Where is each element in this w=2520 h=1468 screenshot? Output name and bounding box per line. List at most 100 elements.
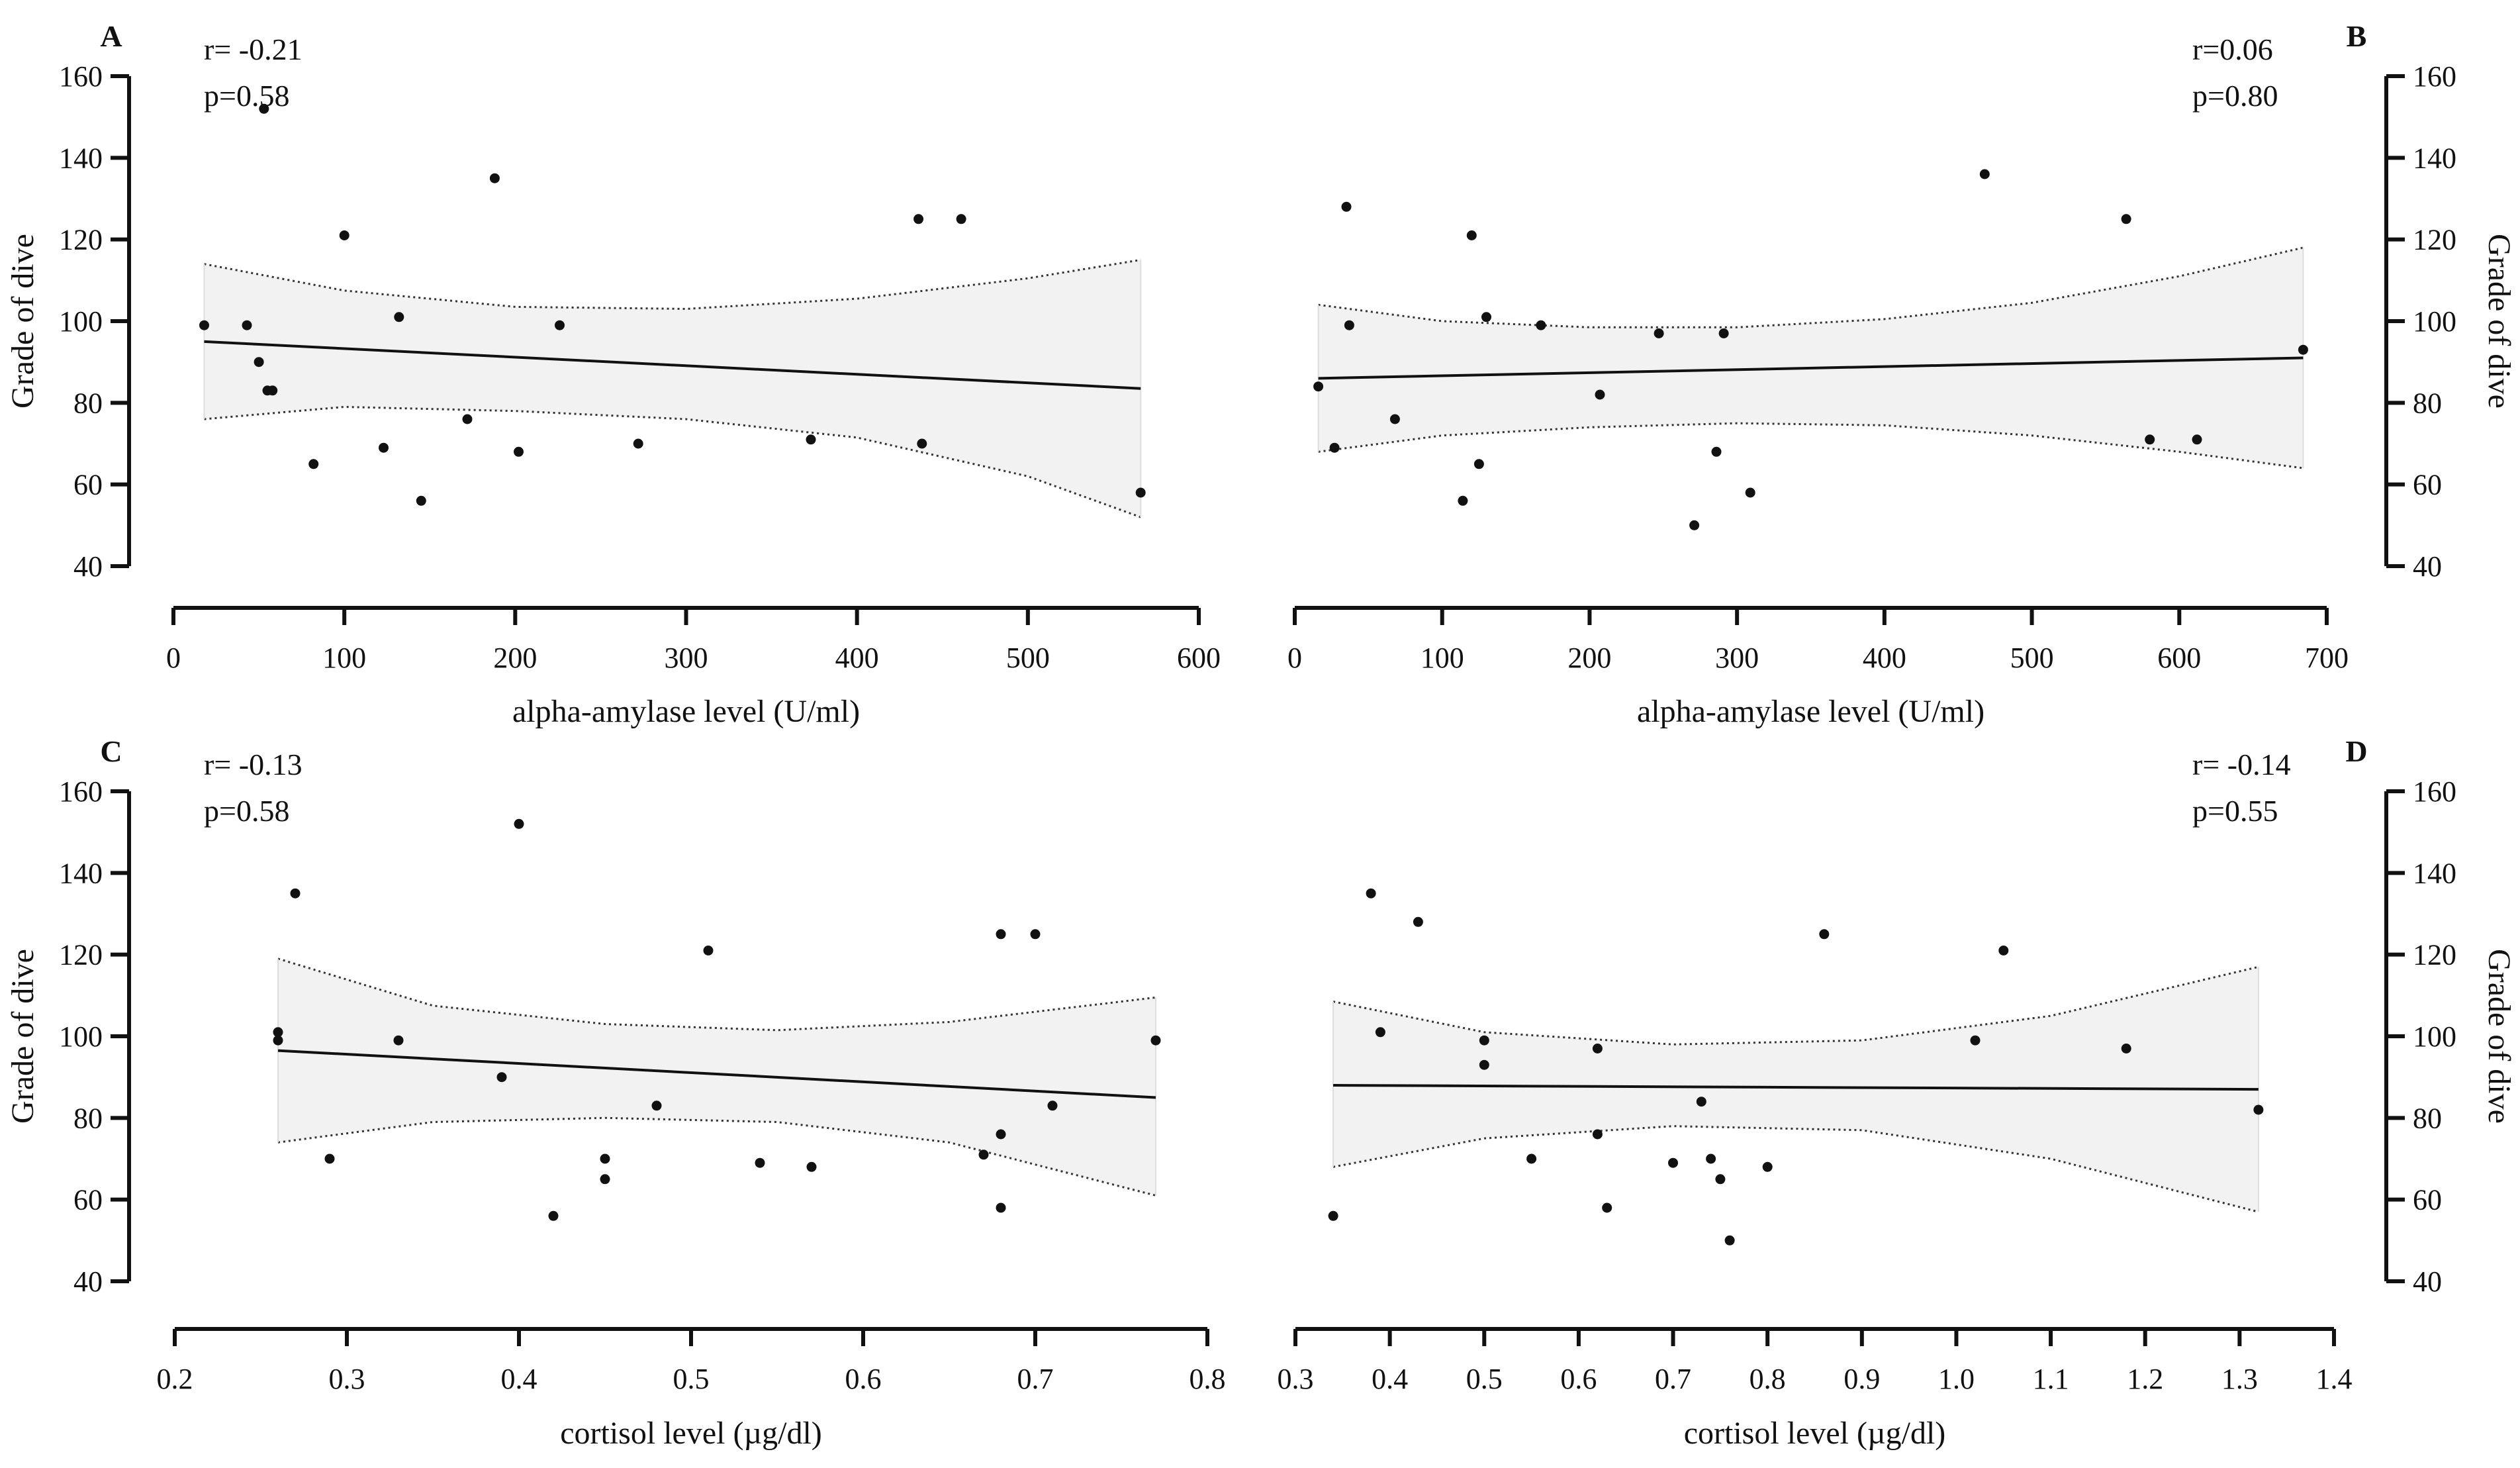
data-point (1329, 442, 1340, 453)
confidence-band (1333, 967, 2259, 1212)
y-tick-label: 40 (73, 1265, 103, 1298)
data-point (1592, 1044, 1603, 1053)
x-tick-label: 400 (1863, 642, 1906, 674)
confidence-band (204, 260, 1141, 517)
data-point (1135, 487, 1146, 498)
data-point (1970, 1035, 1981, 1046)
data-point (290, 888, 301, 899)
data-point (806, 434, 816, 445)
y-tick-label: 60 (2413, 469, 2442, 501)
x-tick-label: 0 (166, 642, 181, 674)
y-axis-title: Grade of dive (5, 234, 40, 409)
data-point (1328, 1210, 1338, 1221)
data-point (651, 1101, 662, 1111)
data-point (1819, 929, 1830, 940)
data-point (978, 1150, 989, 1160)
y-tick-label: 100 (59, 1020, 103, 1053)
data-point (956, 214, 966, 224)
data-point (1526, 1153, 1537, 1164)
x-tick-label: 0.2 (157, 1363, 193, 1395)
data-point (1592, 1129, 1603, 1140)
y-tick-label: 100 (59, 305, 103, 338)
y-tick-label: 60 (73, 1184, 103, 1216)
y-tick-label: 100 (2413, 1020, 2456, 1053)
x-tick-label: 600 (1177, 642, 1221, 674)
x-tick-label: 300 (665, 642, 708, 674)
data-point (393, 1035, 404, 1046)
panel-d: 40 60 80 100 120 140 160 0.3 0.4 0.5 0.6 0.7 0.8 0.9 1… (1278, 734, 2517, 1451)
data-point (1654, 328, 1664, 338)
p-value: p=0.80 (2192, 79, 2278, 113)
y-tick-label: 140 (2413, 142, 2456, 174)
panel-c: 40 60 80 100 120 140 160 0.2 0.3 0.4 0.5 0.6 0.7 0.8 c… (5, 734, 1226, 1451)
data-point (496, 1072, 507, 1083)
data-point (1689, 520, 1700, 530)
x-tick-label: 300 (1715, 642, 1759, 674)
data-point (996, 1202, 1006, 1213)
y-tick-label: 160 (59, 60, 103, 93)
data-point (1473, 459, 1484, 469)
y-tick-label: 40 (2413, 1265, 2442, 1298)
confidence-band (1318, 248, 2304, 468)
regression-line (204, 340, 1141, 390)
y-tick-label: 120 (2413, 939, 2456, 971)
x-tick-label: 1.2 (2127, 1363, 2163, 1395)
x-tick-label: 0.8 (1190, 1363, 1226, 1395)
data-point (996, 929, 1006, 940)
data-point (416, 495, 426, 506)
data-point (1696, 1097, 1706, 1107)
data-point (996, 1129, 1006, 1140)
data-point (273, 1035, 283, 1046)
data-point (489, 173, 500, 183)
data-point (633, 438, 643, 449)
y-tick-label: 80 (73, 387, 103, 419)
x-tick-label: 500 (2010, 642, 2054, 674)
data-point (514, 818, 524, 829)
panel-label: D (2345, 734, 2367, 768)
data-point (324, 1153, 335, 1164)
data-point (1762, 1161, 1773, 1172)
data-point (1718, 328, 1729, 338)
confidence-band (278, 958, 1156, 1196)
panel-label: C (100, 734, 122, 768)
panel-label: B (2347, 19, 2367, 53)
data-point (1595, 389, 1605, 400)
x-tick-label: 0.7 (1017, 1363, 1054, 1395)
panel-b: 40 60 80 100 120 140 160 0 100 200 300 400 500 600 700… (1287, 19, 2517, 729)
y-tick-label: 140 (2413, 857, 2456, 889)
data-point (514, 446, 524, 457)
x-tick-label: 1.1 (2033, 1363, 2069, 1395)
x-tick-label: 200 (1567, 642, 1611, 674)
data-point (806, 1161, 817, 1172)
y-tick-label: 80 (2413, 1102, 2442, 1134)
data-point (600, 1153, 610, 1164)
data-point (1341, 201, 1352, 212)
data-point (1479, 1035, 1489, 1046)
data-point (1466, 230, 1477, 240)
regression-line (1333, 1084, 2259, 1091)
p-value: p=0.58 (204, 79, 289, 113)
data-point (1602, 1202, 1612, 1213)
data-point (259, 103, 269, 114)
x-tick-label: 200 (493, 642, 537, 674)
data-point (1724, 1235, 1735, 1246)
x-tick-label: 0 (1287, 642, 1302, 674)
data-point (1998, 946, 2009, 955)
data-point (2192, 434, 2202, 445)
x-tick-label: 400 (835, 642, 879, 674)
y-tick-label: 140 (59, 142, 103, 174)
data-point (2121, 1044, 2131, 1053)
y-tick-label: 120 (59, 939, 103, 971)
ci-lower-line (277, 1116, 1156, 1197)
x-tick-label: 0.9 (1843, 1363, 1880, 1395)
x-tick-label: 0.6 (1560, 1363, 1597, 1395)
x-tick-label: 0.5 (1466, 1363, 1503, 1395)
data-point (755, 1157, 765, 1168)
y-tick-label: 140 (59, 857, 103, 889)
data-point (339, 230, 350, 240)
ci-upper-line (1332, 965, 2259, 1046)
panel-a: 40 60 80 100 120 140 160 0 100 200 300 400 500 600 alp… (5, 19, 1221, 729)
data-point (600, 1174, 610, 1185)
data-point (2253, 1104, 2264, 1115)
x-tick-label: 0.8 (1750, 1363, 1786, 1395)
